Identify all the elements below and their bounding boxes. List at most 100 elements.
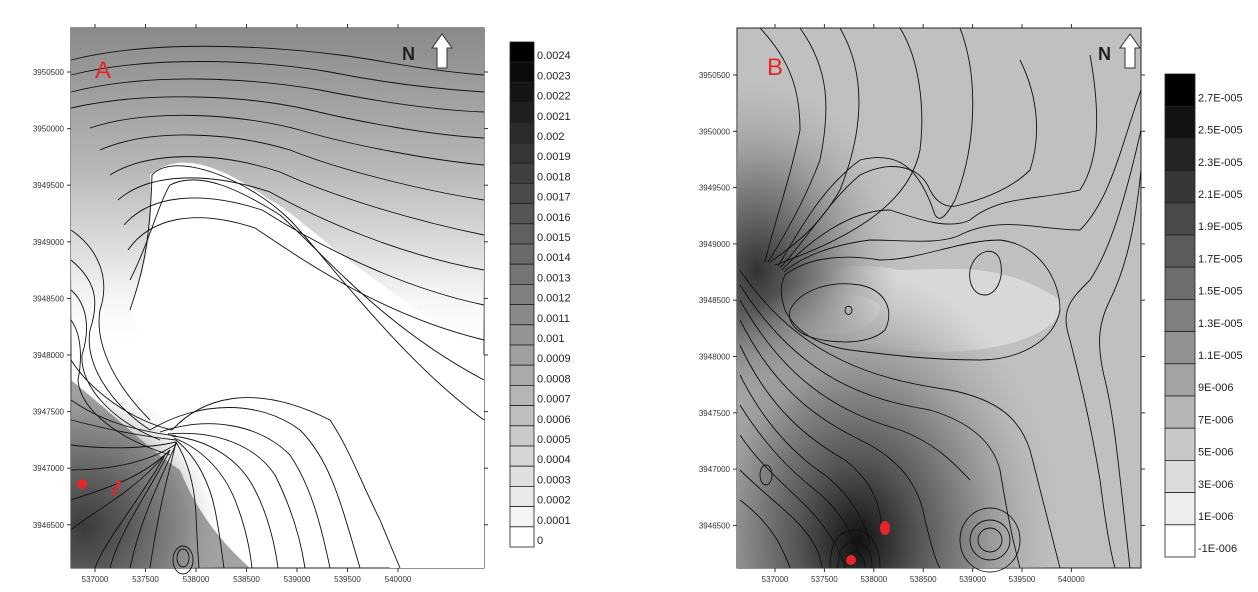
map-a-x-tick-label: 539500 xyxy=(334,575,361,584)
map-a-legend-label: 0.0007 xyxy=(537,394,571,406)
map-a-legend-label: 0.0015 xyxy=(537,232,571,244)
map-a-x-tick-label: 540000 xyxy=(385,575,412,584)
map-b-x-axis: 537000 537500 538000 538500 539000 539500 5400… xyxy=(762,24,1085,584)
map-a-y-tick-label: 3946500 xyxy=(33,521,65,530)
map-a-legend-swatch xyxy=(509,162,535,184)
map-a-legend-label: 0.0011 xyxy=(537,313,570,325)
map-a-legend-swatch xyxy=(509,61,535,83)
map-b-legend-swatch xyxy=(1164,234,1196,268)
map-b-legend-label: 1.9E-005 xyxy=(1198,221,1243,233)
map-a-legend-swatch xyxy=(509,203,535,225)
map-a-legend-swatch xyxy=(509,223,535,245)
map-b-legend-swatch xyxy=(1164,73,1196,107)
map-b-legend-label: 1.5E-005 xyxy=(1198,286,1243,298)
map-b-legend-swatch xyxy=(1164,105,1196,139)
map-b-legend-swatch xyxy=(1164,331,1196,365)
map-b-legend-swatch xyxy=(1164,170,1196,204)
map-a-legend-swatch xyxy=(509,445,535,467)
map-a-legend-swatch xyxy=(509,142,535,164)
map-b-x-tick-label: 539500 xyxy=(1009,575,1036,584)
map-a-legend-swatch xyxy=(509,82,535,104)
map-a-y-tick-label: 3948000 xyxy=(33,351,65,360)
map-b-legend-swatch xyxy=(1164,298,1196,332)
map-a-legend-swatch xyxy=(509,485,535,507)
map-b-legend-swatch xyxy=(1164,524,1196,558)
map-a: A N 537000 537500 538000 538500 539000 539500… xyxy=(33,24,571,584)
map-a-legend-swatch xyxy=(509,324,535,346)
map-a-legend-label: 0.002 xyxy=(537,131,565,143)
map-a-legend-label: 0.0019 xyxy=(537,151,571,163)
map-b-legend-label: 1.3E-005 xyxy=(1198,318,1243,330)
map-b-contours xyxy=(739,27,1142,573)
map-b-shade-south xyxy=(737,28,1141,568)
map-b-legend-swatch xyxy=(1164,427,1196,461)
map-a-legend-label: 0.0004 xyxy=(537,454,571,466)
map-a-legend-swatch xyxy=(509,526,535,548)
map-a-legend-swatch xyxy=(509,263,535,285)
map-b-x-tick-label: 539000 xyxy=(959,575,986,584)
map-b-legend-swatch xyxy=(1164,363,1196,397)
map-a-legend-label: 0.0003 xyxy=(537,474,571,486)
map-b-legend-label: 3E-006 xyxy=(1198,479,1233,491)
map-b-legend-swatch xyxy=(1164,395,1196,429)
map-b-marker-2 xyxy=(880,521,890,535)
map-a-low-zone xyxy=(130,162,484,568)
map-a-x-tick-label: 537000 xyxy=(82,575,109,584)
map-b-y-tick-label: 3950000 xyxy=(699,127,731,136)
map-a-legend-label: 0.0024 xyxy=(537,50,571,62)
map-b: B N 537000 537500 538000 538500 539000 539500… xyxy=(699,24,1243,584)
map-a-legend-swatch xyxy=(509,384,535,406)
map-a-contours xyxy=(70,45,485,575)
map-a-legend-swatch xyxy=(509,122,535,144)
map-a-legend-label: 0.0008 xyxy=(537,373,571,385)
map-b-legend-label: 5E-006 xyxy=(1198,447,1233,459)
map-a-legend-swatch xyxy=(509,344,535,366)
map-a-legend-swatch xyxy=(509,41,535,63)
map-a-x-tick-label: 539000 xyxy=(284,575,311,584)
map-a-legend-label: 0.0017 xyxy=(537,192,571,204)
map-b-legend-label: 1E-006 xyxy=(1198,511,1233,523)
map-b-y-tick-label: 3949000 xyxy=(699,240,731,249)
map-a-legend-label: 0.0013 xyxy=(537,272,571,284)
map-a-y-tick-label: 3949000 xyxy=(33,238,65,247)
map-b-legend-label: 7E-006 xyxy=(1198,414,1233,426)
map-b-marker-1 xyxy=(846,555,856,565)
map-b-x-tick-label: 538500 xyxy=(910,575,937,584)
map-b-legend: 2.7E-005 2.5E-005 2.3E-005 2.1E-005 1.9E-005… xyxy=(1164,73,1243,558)
map-a-legend-swatch xyxy=(509,465,535,487)
map-b-north-arrow-icon xyxy=(1119,33,1141,69)
map-a-legend-label: 0.0023 xyxy=(537,70,571,82)
map-a-legend-swatch xyxy=(509,102,535,124)
map-b-legend-swatch xyxy=(1164,459,1196,493)
map-b-legend-label: 2.5E-005 xyxy=(1198,125,1243,137)
map-a-legend-label: 0 xyxy=(537,535,543,547)
map-b-y-tick-label: 3946500 xyxy=(699,521,731,530)
map-a-x-tick-label: 538000 xyxy=(183,575,210,584)
map-b-legend-swatch xyxy=(1164,492,1196,526)
map-a-x-tick-label: 538500 xyxy=(233,575,260,584)
map-a-panel-label: A xyxy=(95,57,111,84)
map-a-shade-core xyxy=(71,380,250,568)
map-a-y-tick-label: 3950500 xyxy=(33,68,65,77)
map-b-x-tick-label: 537500 xyxy=(811,575,838,584)
map-a-legend-swatch xyxy=(509,425,535,447)
map-a-y-tick-label: 3949500 xyxy=(33,181,65,190)
map-b-legend-label: 1.1E-005 xyxy=(1198,350,1243,362)
map-b-legend-label: 9E-006 xyxy=(1198,382,1233,394)
map-b-panel-label: B xyxy=(767,54,783,81)
map-b-legend-swatch xyxy=(1164,202,1196,236)
map-b-y-tick-label: 3949500 xyxy=(699,184,731,193)
map-a-legend-swatch xyxy=(509,182,535,204)
map-b-legend-label: -1E-006 xyxy=(1198,543,1237,555)
map-a-legend-swatch xyxy=(509,405,535,427)
map-a-legend-label: 0.0005 xyxy=(537,434,571,446)
map-a-legend-label: 0.001 xyxy=(537,333,565,345)
map-a-legend-label: 0.0014 xyxy=(537,252,571,264)
map-b-y-tick-label: 3948500 xyxy=(699,296,731,305)
map-a-x-axis: 537000 537500 538000 538500 539000 539500 5400… xyxy=(82,24,412,584)
map-a-legend-label: 0.0012 xyxy=(537,293,571,305)
map-b-north-label: N xyxy=(1098,44,1111,64)
map-a-marker-1 xyxy=(77,479,87,489)
map-b-legend-label: 2.1E-005 xyxy=(1198,189,1243,201)
map-b-x-tick-label: 538000 xyxy=(860,575,887,584)
